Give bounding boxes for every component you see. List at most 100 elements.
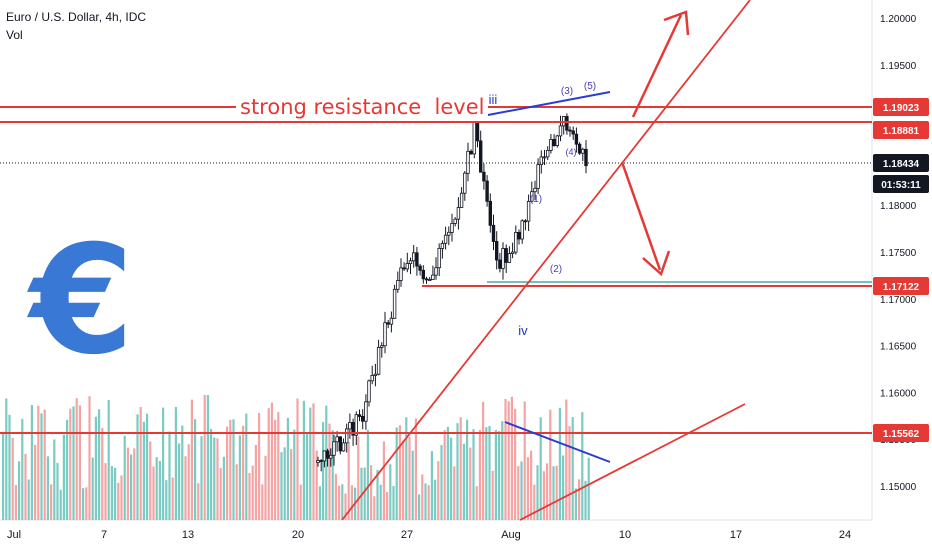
time-tick-label: 20 [292, 529, 304, 541]
time-axis-ticks: Jul 7 13 20 27 Aug 10 17 24 [7, 529, 851, 541]
price-badge-bg [873, 98, 929, 116]
volume-bar [315, 450, 318, 520]
volume-bar [558, 407, 561, 520]
candle [380, 342, 384, 358]
volume-bar [66, 419, 69, 520]
volume-divergence-line[interactable] [504, 421, 611, 463]
volume-bar [584, 480, 587, 520]
price-axis-panel[interactable] [872, 0, 932, 550]
candle [424, 276, 429, 284]
volume-bar [485, 427, 488, 520]
volume-bar [520, 461, 523, 520]
volume-bar [488, 426, 491, 520]
price-tick-label: 1.17000 [880, 295, 917, 306]
symbol-title[interactable]: Euro / U.S. Dollar, 4h, IDC [6, 10, 147, 24]
time-tick-label: 13 [182, 529, 194, 541]
volume-bar [421, 474, 424, 520]
wave-label-3: (3) [561, 86, 573, 97]
volume-bar [366, 429, 369, 520]
volume-bar [347, 441, 350, 520]
candle [411, 245, 416, 268]
volume-bar [14, 485, 17, 520]
candle [341, 438, 346, 452]
volume-bar [546, 463, 549, 520]
volume-bar [568, 426, 571, 520]
volume-bar [565, 399, 568, 520]
volume-bar [171, 477, 174, 520]
volume-bar [395, 427, 398, 520]
volume-bar [363, 467, 366, 520]
candle [418, 263, 422, 276]
volume-bar [286, 417, 289, 520]
volume-bar [277, 412, 280, 520]
volume-bar [434, 479, 437, 520]
candle [469, 149, 473, 155]
candle [319, 459, 323, 472]
candle [542, 149, 547, 165]
volume-bar [571, 417, 574, 520]
volume-bar [194, 419, 197, 520]
volume-bar [104, 463, 107, 520]
bullish-arrow[interactable] [631, 10, 690, 118]
volume-bar [267, 408, 270, 520]
price-badge-bg [873, 154, 929, 172]
volume-bar [190, 399, 193, 520]
volume-bar [283, 447, 286, 520]
volume-bar [270, 402, 273, 520]
volume-bar [504, 399, 507, 520]
candle [533, 180, 537, 201]
price-badge-label: 1.18881 [883, 126, 920, 137]
volume-bar [373, 496, 376, 520]
volume-bar [482, 401, 485, 520]
time-tick-label: 24 [839, 529, 851, 541]
volume-trendline[interactable] [519, 403, 746, 521]
ascending-trendline[interactable] [341, 0, 751, 521]
candle [329, 448, 333, 467]
wedge-upper-line[interactable] [471, 91, 611, 119]
volume-bar [210, 429, 213, 520]
volume-bar [213, 437, 216, 520]
volume-indicator-label[interactable]: Vol [6, 28, 23, 42]
price-badge-label: 1.18434 [883, 159, 920, 170]
volume-bar [402, 440, 405, 520]
bearish-arrow[interactable] [620, 161, 671, 277]
time-tick-label: Aug [501, 529, 521, 541]
candle [574, 127, 579, 153]
candle [316, 456, 320, 467]
volume-bar [142, 421, 145, 520]
volume-bar [69, 408, 72, 520]
volume-bar [446, 426, 449, 520]
price-tick-label: 1.18000 [880, 201, 917, 212]
price-tick-label: 1.17500 [880, 248, 917, 259]
volume-bar [133, 448, 136, 520]
volume-bar [21, 419, 24, 520]
volume-bar [152, 466, 155, 520]
time-tick-label: 17 [730, 529, 742, 541]
wave-label-iv: iv [518, 323, 528, 338]
volume-bar [491, 470, 494, 520]
candle [558, 115, 563, 142]
volume-bar [440, 445, 443, 520]
volume-bar [248, 473, 251, 520]
candle [498, 252, 502, 273]
volume-bar [562, 455, 565, 520]
volume-bar [85, 487, 88, 520]
volume-bar [430, 451, 433, 520]
volume-bar [411, 450, 414, 520]
volume-bar [427, 485, 430, 520]
candle [437, 243, 441, 277]
volume-bar [306, 432, 309, 520]
volume-bar [386, 492, 389, 520]
volume-bar [344, 493, 347, 520]
volume-bar [526, 457, 529, 520]
volume-bar [322, 422, 325, 520]
volume-bar [450, 437, 453, 520]
candle [549, 134, 553, 154]
volume-bar [341, 484, 344, 520]
volume-bar [5, 398, 8, 520]
volume-bar [34, 444, 37, 520]
volume-bars [2, 394, 590, 520]
volume-bar [357, 436, 360, 520]
resistance-annotation[interactable]: strong resistance level [236, 93, 489, 121]
